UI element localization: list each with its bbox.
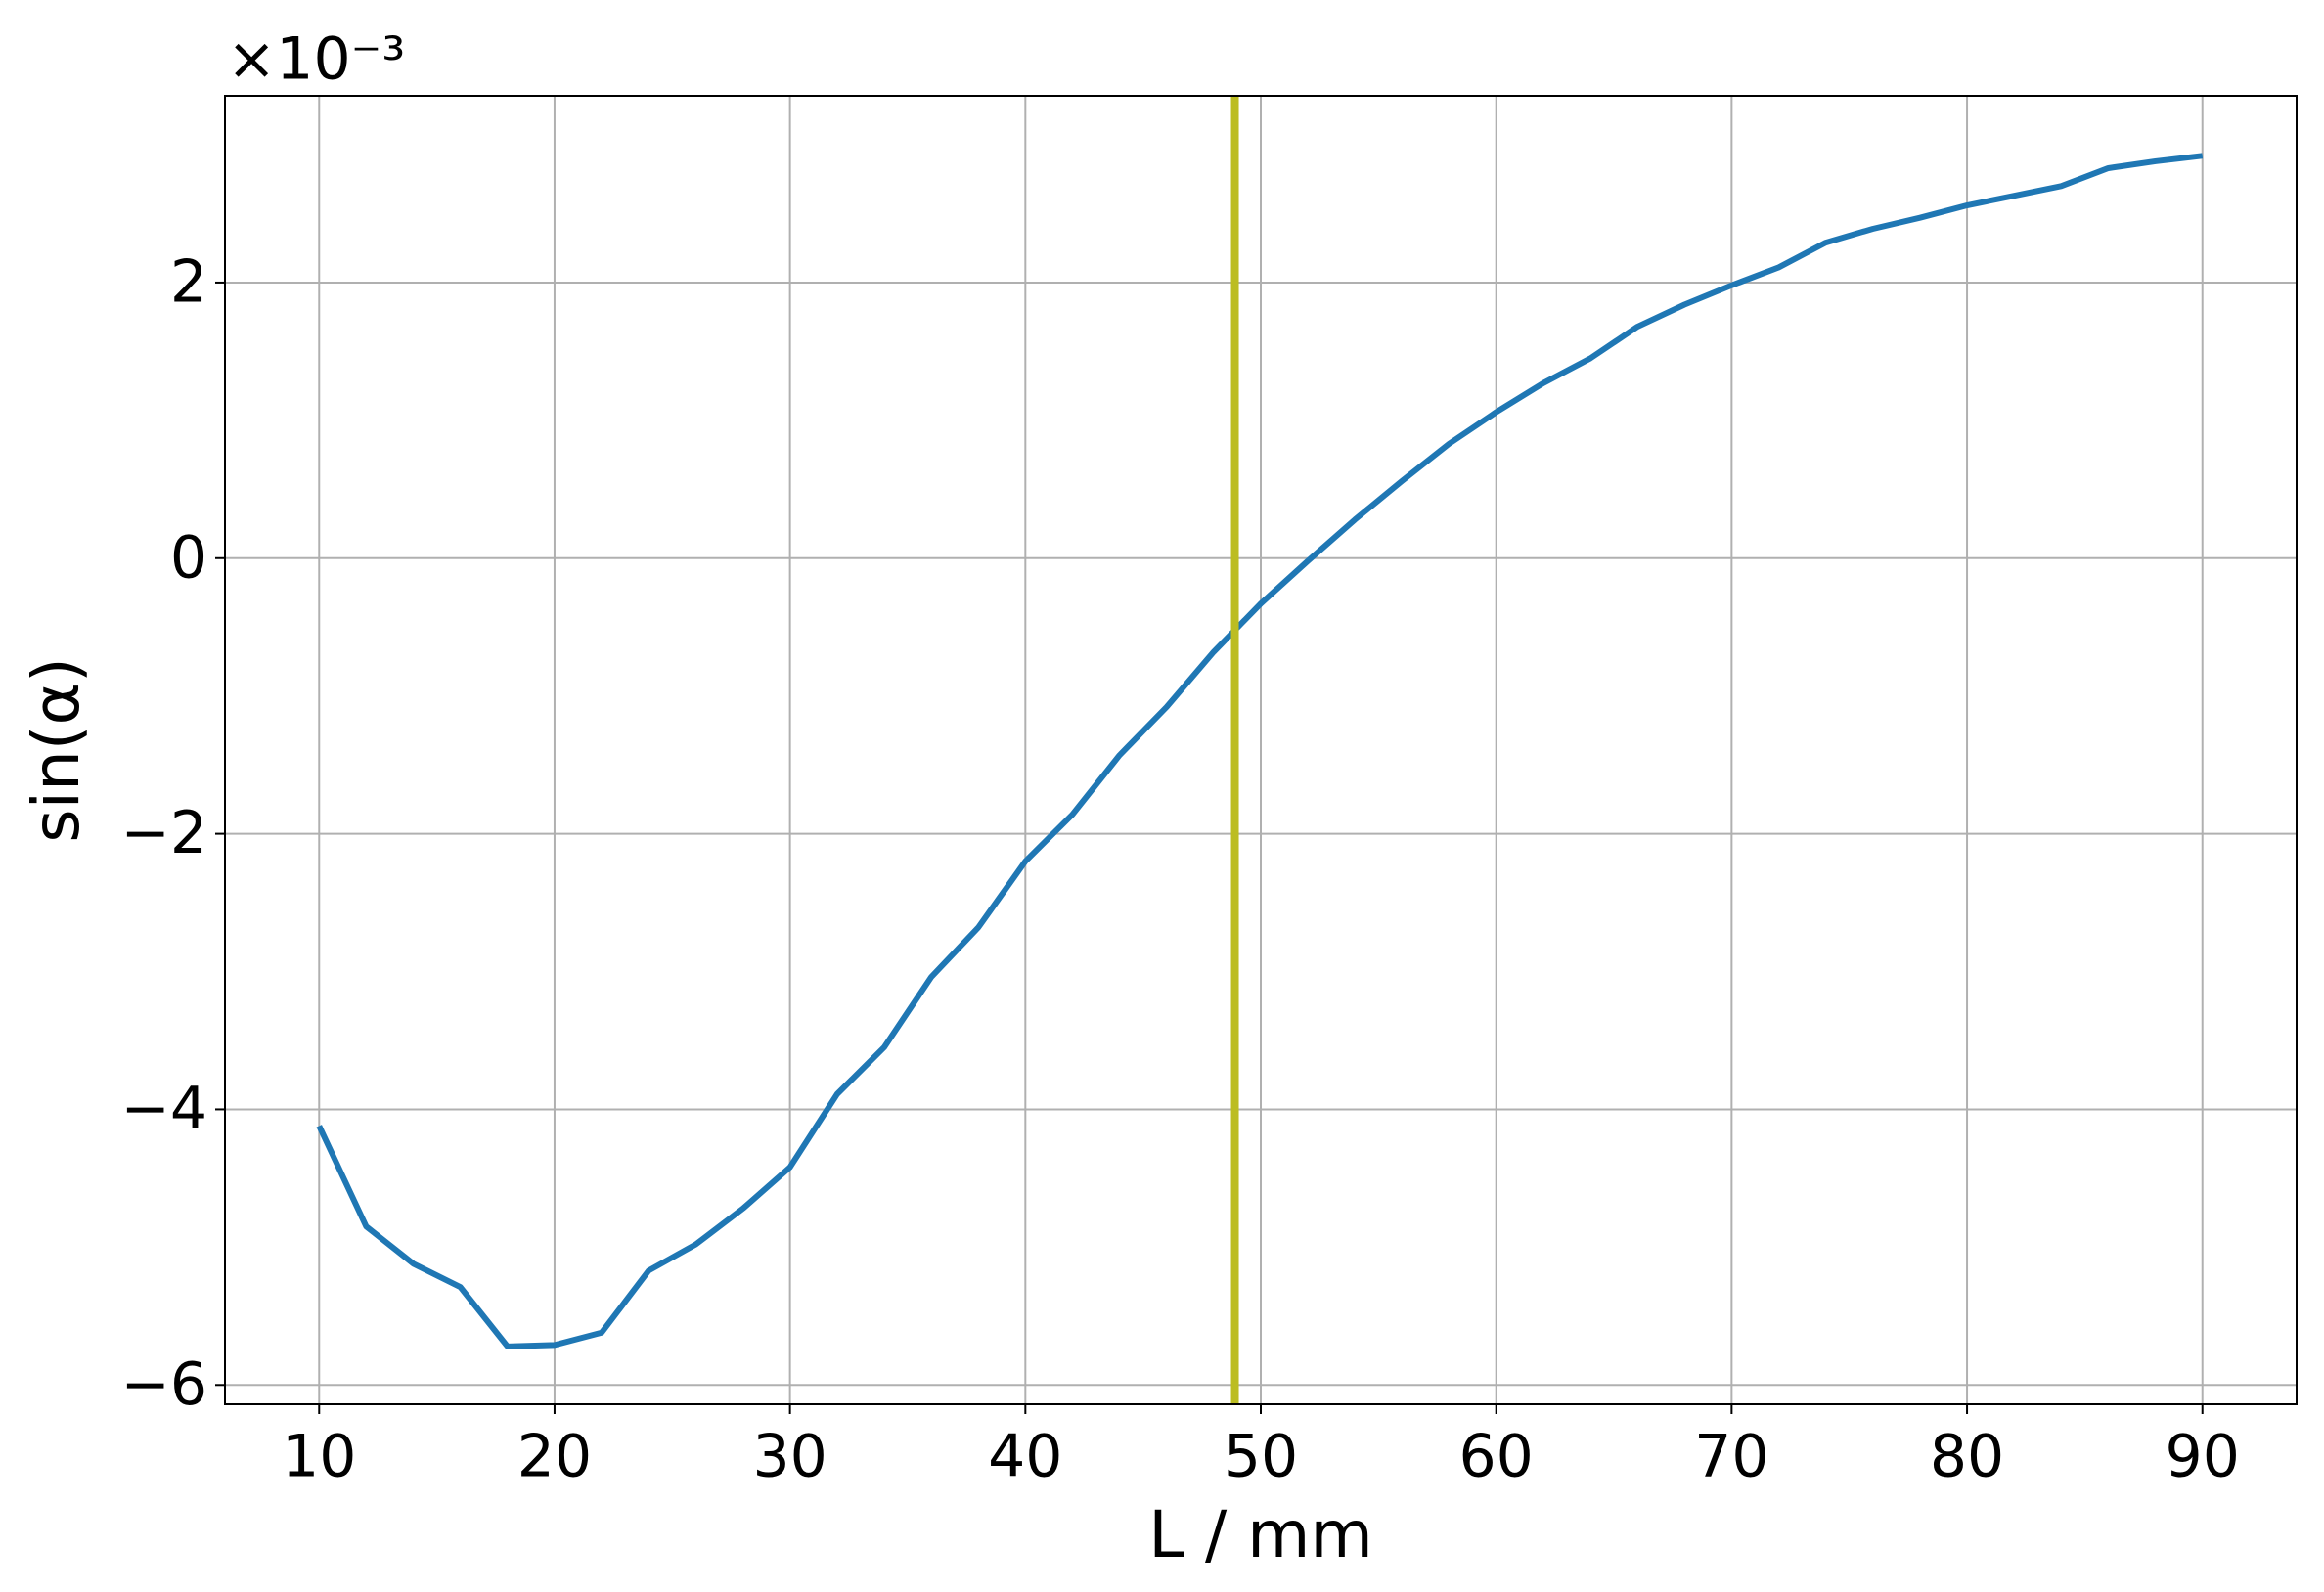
x-axis-label: L / mm — [1148, 1497, 1373, 1572]
y-offset-label: ×10⁻³ — [227, 25, 405, 94]
x-tick-label: 60 — [1459, 1423, 1534, 1491]
x-tick-label: 10 — [282, 1423, 356, 1491]
y-tick-label: 0 — [170, 523, 207, 592]
y-tick-label: 2 — [170, 248, 207, 317]
x-tick-label: 90 — [2166, 1423, 2240, 1491]
x-tick-label: 30 — [752, 1423, 827, 1491]
x-tick-label: 40 — [988, 1423, 1062, 1491]
y-tick-label: −4 — [121, 1075, 207, 1143]
y-tick-label: −6 — [121, 1350, 207, 1419]
y-axis-label: sin(α) — [19, 657, 94, 843]
x-tick-label: 20 — [517, 1423, 592, 1491]
x-tick-label: 70 — [1694, 1423, 1768, 1491]
y-tick-label: −2 — [121, 799, 207, 867]
plot-frame — [224, 95, 2298, 1405]
data-line — [316, 153, 2204, 1349]
x-tick-label: 50 — [1224, 1423, 1298, 1491]
x-tick-label: 80 — [1930, 1423, 2004, 1491]
